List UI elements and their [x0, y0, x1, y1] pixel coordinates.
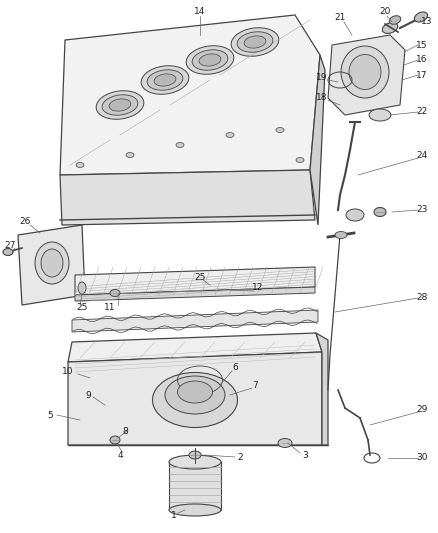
Ellipse shape	[189, 451, 201, 459]
Text: 26: 26	[19, 217, 31, 227]
Ellipse shape	[3, 248, 13, 255]
Polygon shape	[18, 225, 85, 305]
Ellipse shape	[110, 289, 120, 296]
Text: 30: 30	[416, 454, 428, 463]
Ellipse shape	[349, 54, 381, 90]
Ellipse shape	[414, 12, 427, 22]
Text: 23: 23	[416, 206, 427, 214]
Text: 4: 4	[117, 450, 123, 459]
Ellipse shape	[199, 54, 221, 66]
Polygon shape	[68, 352, 322, 445]
Polygon shape	[72, 310, 318, 332]
Ellipse shape	[186, 46, 234, 74]
Text: 29: 29	[416, 406, 427, 415]
Text: 25: 25	[194, 273, 206, 282]
Ellipse shape	[96, 91, 144, 119]
Text: 22: 22	[417, 108, 427, 117]
Ellipse shape	[335, 231, 347, 238]
Text: 9: 9	[85, 391, 91, 400]
Text: 18: 18	[316, 93, 328, 102]
Ellipse shape	[389, 15, 401, 25]
Ellipse shape	[126, 152, 134, 157]
Text: 17: 17	[416, 70, 428, 79]
Ellipse shape	[102, 95, 138, 115]
Polygon shape	[60, 170, 315, 225]
Text: 8: 8	[122, 427, 128, 437]
Ellipse shape	[141, 66, 189, 94]
Text: 5: 5	[47, 410, 53, 419]
Polygon shape	[68, 333, 322, 362]
Polygon shape	[75, 267, 315, 295]
Polygon shape	[328, 35, 405, 115]
Ellipse shape	[369, 109, 391, 121]
Ellipse shape	[382, 22, 398, 34]
Ellipse shape	[147, 70, 183, 90]
Ellipse shape	[110, 436, 120, 444]
Text: 6: 6	[232, 364, 238, 373]
Ellipse shape	[169, 504, 221, 516]
Ellipse shape	[231, 28, 279, 56]
Ellipse shape	[346, 209, 364, 221]
Text: 20: 20	[379, 7, 391, 17]
Ellipse shape	[296, 157, 304, 163]
Text: 11: 11	[104, 303, 116, 311]
Ellipse shape	[78, 282, 86, 294]
Ellipse shape	[152, 373, 237, 427]
Text: 15: 15	[416, 41, 428, 50]
Text: 19: 19	[316, 74, 328, 83]
Polygon shape	[310, 55, 325, 225]
Text: 16: 16	[416, 55, 428, 64]
Text: 25: 25	[76, 303, 88, 312]
Ellipse shape	[35, 242, 69, 284]
Text: 13: 13	[421, 18, 433, 27]
Ellipse shape	[278, 439, 292, 448]
Text: 14: 14	[194, 7, 206, 17]
Text: 7: 7	[252, 381, 258, 390]
Polygon shape	[75, 267, 315, 295]
Ellipse shape	[154, 74, 176, 86]
Text: 27: 27	[4, 240, 16, 249]
Polygon shape	[60, 15, 320, 175]
Ellipse shape	[176, 142, 184, 148]
Ellipse shape	[192, 50, 228, 70]
Text: 1: 1	[171, 511, 177, 520]
Text: 12: 12	[252, 284, 264, 293]
Ellipse shape	[169, 455, 221, 469]
Text: 3: 3	[302, 450, 308, 459]
Text: 24: 24	[417, 150, 427, 159]
Polygon shape	[75, 287, 315, 301]
Ellipse shape	[276, 127, 284, 133]
Text: 28: 28	[416, 294, 427, 303]
Text: 21: 21	[334, 13, 346, 22]
Ellipse shape	[41, 249, 63, 277]
Ellipse shape	[177, 381, 212, 403]
Ellipse shape	[76, 163, 84, 167]
Ellipse shape	[237, 32, 273, 52]
Text: 2: 2	[237, 454, 243, 463]
Ellipse shape	[165, 376, 225, 414]
Polygon shape	[316, 333, 328, 445]
Polygon shape	[169, 462, 221, 510]
Ellipse shape	[244, 36, 266, 48]
Ellipse shape	[109, 99, 131, 111]
Ellipse shape	[226, 133, 234, 138]
Ellipse shape	[341, 46, 389, 98]
Ellipse shape	[374, 207, 386, 216]
Text: 10: 10	[62, 367, 74, 376]
